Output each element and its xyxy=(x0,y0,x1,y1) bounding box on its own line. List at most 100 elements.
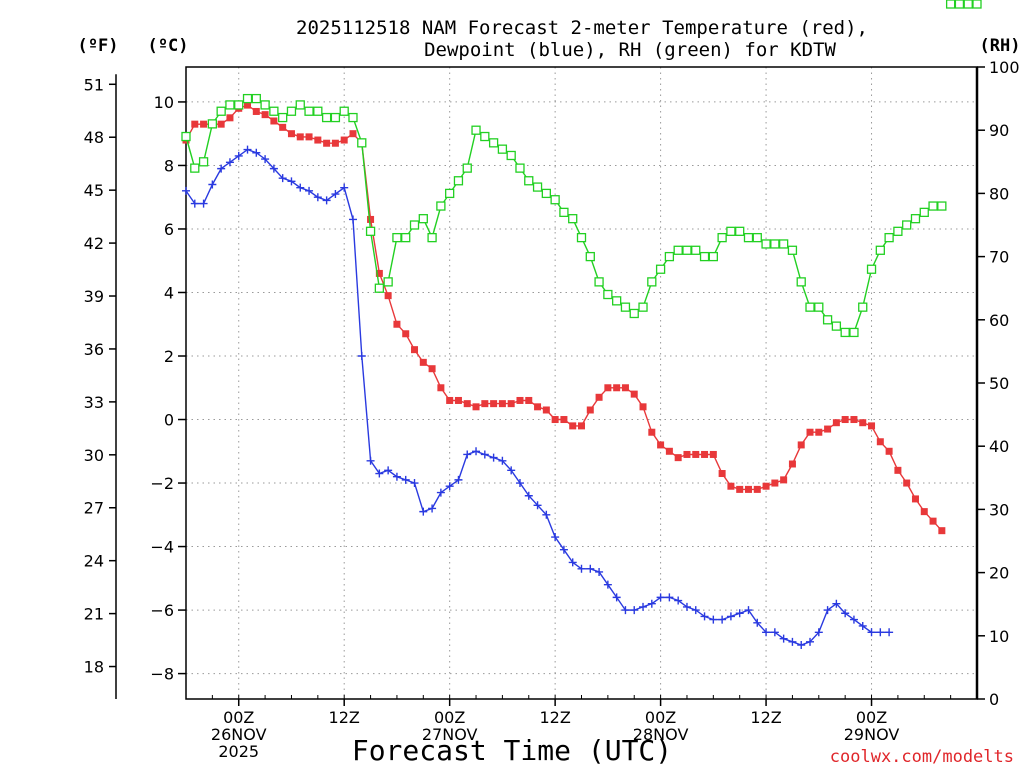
data-point xyxy=(665,593,674,602)
data-point xyxy=(841,416,849,424)
data-point xyxy=(260,100,270,110)
data-point xyxy=(488,138,499,148)
data-point xyxy=(234,151,243,160)
data-point xyxy=(726,612,735,621)
data-point xyxy=(919,207,929,218)
data-point xyxy=(445,188,455,199)
data-point xyxy=(453,176,464,186)
data-point xyxy=(709,450,717,458)
data-point xyxy=(938,527,946,535)
data-point xyxy=(664,251,675,262)
data-point xyxy=(841,609,850,618)
celsius-tick-label: −2 xyxy=(150,474,174,493)
data-point xyxy=(586,564,595,573)
data-point xyxy=(770,239,780,249)
data-point xyxy=(805,302,815,312)
data-point xyxy=(269,106,279,116)
data-point xyxy=(814,628,823,637)
data-point xyxy=(866,264,877,274)
data-point xyxy=(462,163,472,173)
data-point xyxy=(524,491,533,500)
rh-tick-label: 70 xyxy=(989,248,1009,267)
fahrenheit-tick-label: 18 xyxy=(84,658,104,677)
data-point xyxy=(278,174,287,183)
data-point xyxy=(630,606,639,615)
data-point xyxy=(726,226,736,236)
data-point xyxy=(340,183,349,192)
data-point xyxy=(409,220,420,230)
data-point xyxy=(323,139,331,147)
data-point xyxy=(507,400,515,408)
data-point xyxy=(902,220,912,230)
data-point xyxy=(683,450,691,458)
data-point xyxy=(348,112,358,123)
data-point xyxy=(929,517,937,525)
celsius-tick-label: 4 xyxy=(164,283,174,302)
data-point xyxy=(884,232,894,243)
data-point xyxy=(225,158,234,167)
data-point xyxy=(727,482,735,490)
data-point xyxy=(428,504,437,513)
data-point xyxy=(717,232,727,243)
data-point xyxy=(691,606,700,615)
data-point xyxy=(937,201,947,211)
data-point xyxy=(375,469,384,478)
data-point xyxy=(498,456,507,465)
data-point xyxy=(701,450,709,458)
data-point xyxy=(647,599,656,608)
data-point xyxy=(410,479,419,488)
credit-link[interactable]: coolwx.com/modelts xyxy=(830,747,1014,767)
data-point xyxy=(411,346,419,354)
data-point xyxy=(674,596,683,605)
x-tick-label: 2025 xyxy=(218,742,259,761)
data-point xyxy=(525,396,533,404)
data-point xyxy=(858,302,868,312)
data-point xyxy=(367,215,375,223)
data-point xyxy=(814,302,824,312)
fahrenheit-tick-label: 33 xyxy=(84,393,104,412)
data-point xyxy=(498,400,506,408)
data-point xyxy=(859,419,867,427)
data-point xyxy=(656,593,665,602)
celsius-tick-label: −4 xyxy=(150,538,174,557)
data-point xyxy=(832,419,840,427)
chart-title-line-2: Dewpoint (blue), RH (green) for KDTW xyxy=(424,39,836,61)
data-point xyxy=(216,106,226,116)
data-point xyxy=(534,403,542,411)
data-point xyxy=(217,120,225,128)
data-point xyxy=(709,615,718,624)
data-point xyxy=(868,422,876,430)
data-point xyxy=(595,393,603,401)
data-point xyxy=(578,422,585,430)
x-tick-label: 26NOV xyxy=(211,725,267,744)
rh-tick-label: 50 xyxy=(989,374,1009,393)
data-point xyxy=(778,239,789,249)
data-point xyxy=(207,119,218,129)
data-point xyxy=(419,358,427,366)
data-point xyxy=(797,441,805,449)
data-point xyxy=(471,125,481,135)
data-point xyxy=(515,479,524,488)
data-point xyxy=(796,277,806,287)
data-point xyxy=(384,292,392,300)
data-point xyxy=(771,479,779,487)
fahrenheit-tick-label: 36 xyxy=(84,340,104,359)
data-point xyxy=(972,0,982,9)
data-point xyxy=(806,637,815,646)
data-point xyxy=(638,302,648,312)
data-point xyxy=(788,637,797,646)
data-point xyxy=(199,199,208,208)
data-point xyxy=(612,296,622,306)
data-point xyxy=(840,327,850,338)
data-point xyxy=(393,320,401,328)
data-point xyxy=(885,447,893,455)
celsius-tick-label: 8 xyxy=(164,156,174,175)
data-point xyxy=(639,602,648,611)
data-point xyxy=(718,615,727,624)
data-point xyxy=(621,606,630,615)
data-point xyxy=(586,406,594,414)
data-point xyxy=(533,501,542,510)
data-point xyxy=(191,120,199,128)
axes: −8−6−4−202468101821242730333639424548510… xyxy=(84,58,1020,761)
data-point xyxy=(314,136,322,144)
